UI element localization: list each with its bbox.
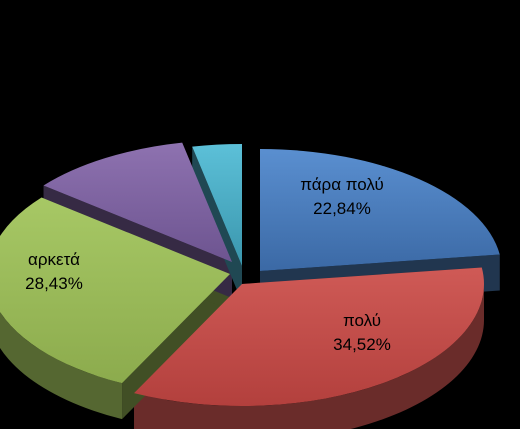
slice-very-much-top [260,149,500,271]
slice-purple-top [43,142,232,262]
slice-cyan-top [192,144,242,266]
slice-enough-top [0,197,230,384]
slice-cyan-wall-start [192,146,242,302]
slice-enough-side [0,311,123,420]
data-label-category: πάρα πολύ [300,175,384,194]
data-label-category: αρκετά [28,250,80,269]
data-label-value: 34,52% [333,335,391,354]
data-label-value: 28,43% [25,274,83,293]
slice-much-top [134,267,484,406]
data-label-category: πολύ [343,311,381,330]
slice-much-side [134,284,484,429]
data-label-value: 22,84% [313,199,371,218]
